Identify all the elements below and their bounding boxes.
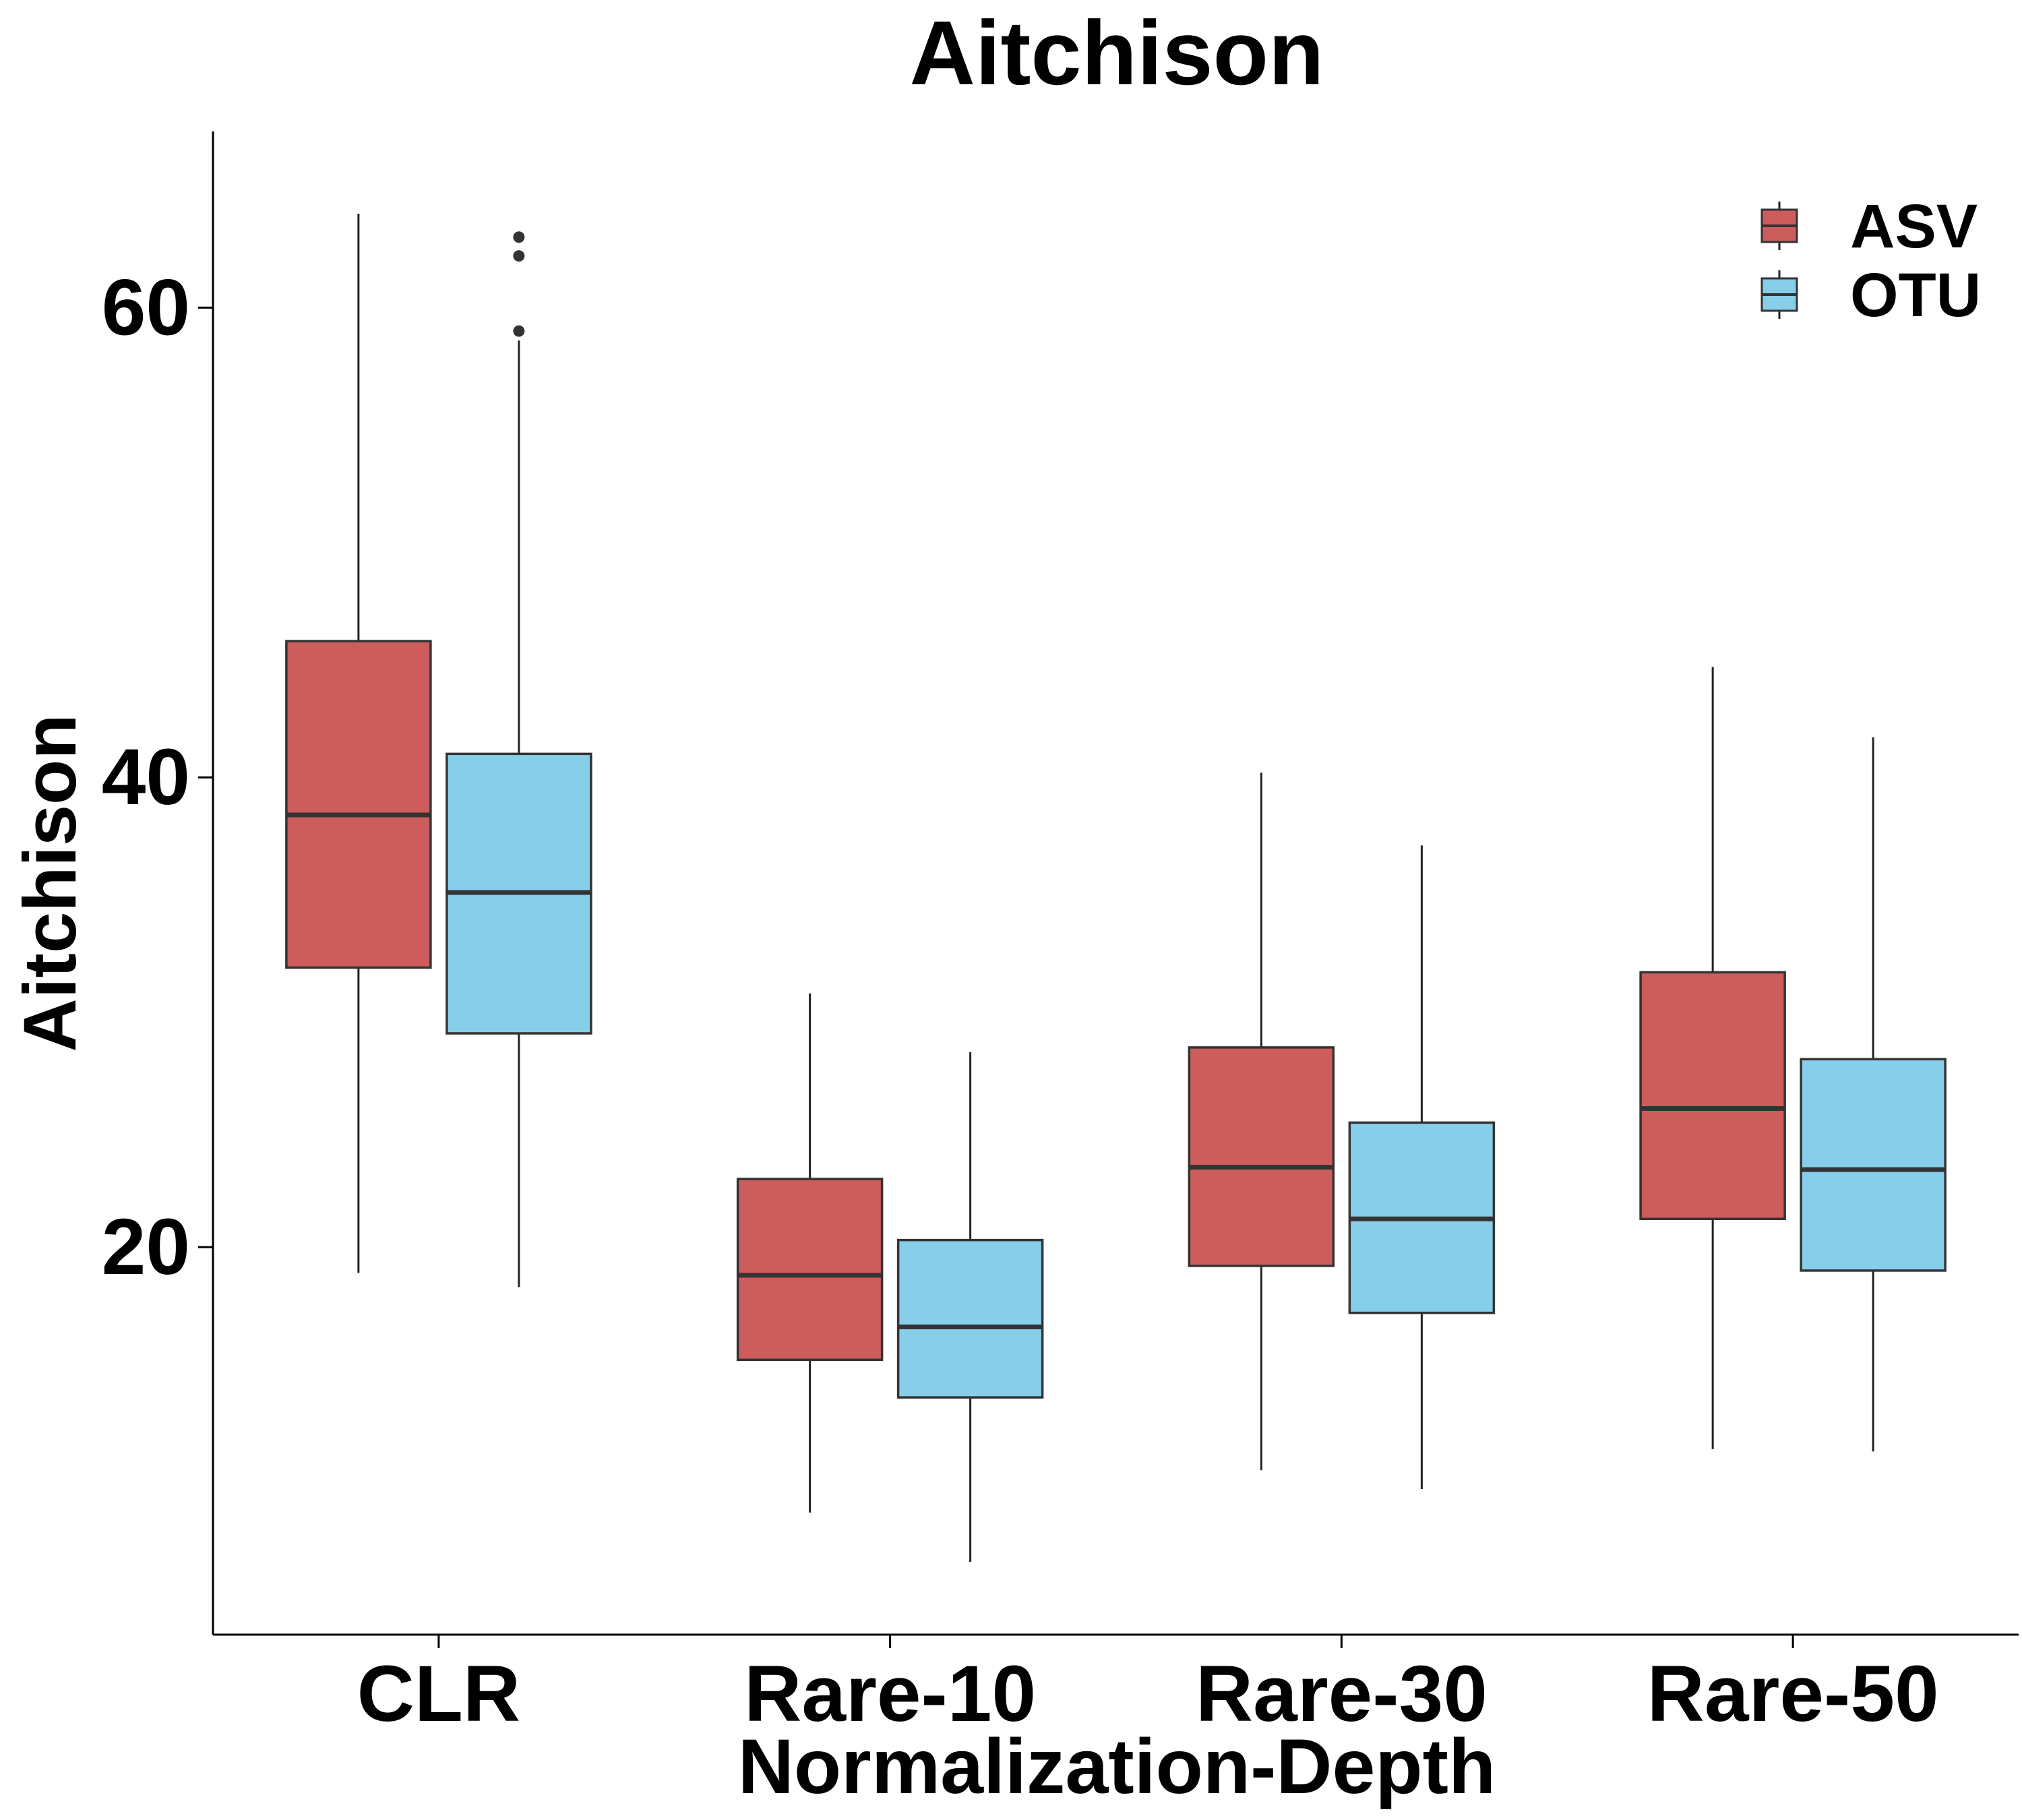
x-tick-label: Rare-10 — [744, 1649, 1036, 1738]
legend-label: OTU — [1850, 261, 1981, 330]
box — [896, 1238, 1044, 1399]
y-tick-label: 60 — [102, 263, 190, 352]
box — [285, 640, 432, 969]
box — [736, 1178, 884, 1362]
y-axis-title: Aitchison — [9, 714, 92, 1052]
chart-title: Aitchison — [909, 2, 1324, 104]
box — [1800, 1058, 1947, 1272]
box — [1188, 1046, 1335, 1267]
y-tick-label: 40 — [102, 733, 190, 822]
x-tick-label: Rare-50 — [1647, 1649, 1939, 1738]
outlier-point — [513, 231, 525, 243]
legend-label: ASV — [1850, 192, 1978, 261]
x-tick-label: CLR — [357, 1649, 521, 1738]
x-axis-title: Normalization-Depth — [738, 1724, 1496, 1810]
outlier-point — [513, 250, 525, 262]
x-tick-label: Rare-30 — [1196, 1649, 1488, 1738]
y-tick-label: 20 — [102, 1203, 190, 1292]
box — [1639, 971, 1786, 1221]
plot-area: 20 40 60 CLR Rare-10 Rare-30 Rare-50 — [102, 131, 2019, 1738]
outlier-point — [513, 325, 525, 337]
